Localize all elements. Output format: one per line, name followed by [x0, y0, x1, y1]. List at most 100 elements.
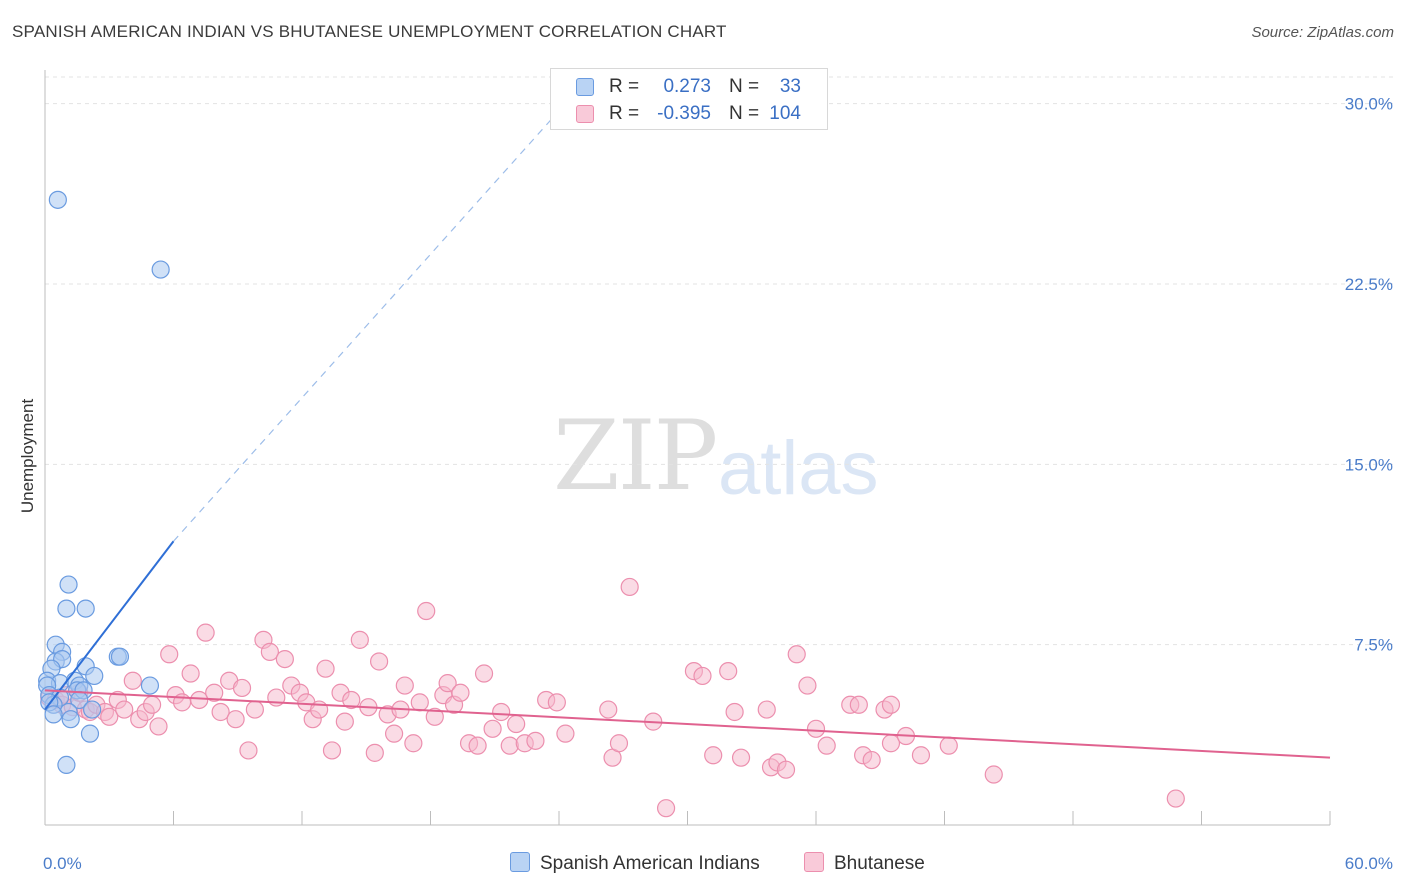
bhutanese-point: [492, 702, 511, 722]
spanish-american-indians-point: [48, 190, 67, 209]
bhutanese-point: [620, 577, 639, 597]
bhutanese-point: [160, 645, 179, 664]
bhutanese-point: [417, 601, 436, 621]
bhutanese-point: [599, 700, 618, 719]
bhutanese-point: [123, 671, 142, 690]
r-value: 0.273: [663, 76, 711, 97]
bhutanese-point: [862, 750, 881, 770]
spanish-american-indians-point: [80, 724, 100, 743]
bhutanese-point: [881, 695, 901, 714]
bhutanese-point: [451, 683, 470, 702]
bhutanese-point: [483, 719, 502, 738]
y-tick-label: 30.0%: [1345, 95, 1393, 114]
spanish-american-indians-point: [85, 666, 104, 686]
spanish-american-indians-point: [110, 647, 130, 666]
x-tick-label: 0.0%: [43, 854, 82, 873]
bhutanese-point: [404, 734, 423, 753]
r-label: R =: [609, 103, 640, 124]
n-label: N =: [729, 103, 760, 124]
tick-labels: 7.5% 15.0% 22.5% 30.0% 0.0% 60.0%: [43, 95, 1393, 873]
bhutanese-point: [798, 676, 817, 695]
spanish-american-indians-trend-extension: [173, 98, 571, 542]
pink-swatch: [576, 105, 594, 123]
bhutanese-point: [142, 695, 162, 714]
spanish-american-indians-point: [59, 575, 78, 594]
spanish-american-indians-points: [38, 190, 170, 774]
bhutanese-point: [556, 724, 575, 743]
r-label: R =: [609, 76, 640, 97]
bhutanese-point: [350, 630, 369, 649]
bhutanese-point: [881, 734, 901, 753]
bhutanese-point: [245, 700, 264, 719]
bhutanese-point: [438, 674, 457, 693]
bhutanese-point: [395, 676, 414, 695]
bhutanese-point: [609, 734, 629, 753]
bhutanese-point: [275, 649, 294, 669]
bhutanese-point: [731, 748, 751, 767]
series-label: Bhutanese: [834, 853, 925, 874]
legend-row-bhutanese: R = -0.395 N = 104: [551, 100, 827, 127]
bhutanese-point: [335, 712, 354, 731]
bhutanese-point: [526, 731, 545, 750]
bhutanese-point: [115, 700, 134, 719]
bhutanese-point: [410, 693, 429, 712]
bhutanese-point: [232, 678, 252, 698]
bhutanese-point: [211, 702, 230, 722]
trend-layer: [44, 98, 1331, 759]
bhutanese-point: [196, 623, 215, 642]
bhutanese-point: [260, 642, 279, 661]
blue-swatch: [576, 78, 594, 96]
bhutanese-point: [806, 719, 826, 738]
spanish-american-indians-point: [57, 599, 76, 618]
spanish-american-indians-point: [57, 755, 76, 774]
spanish-american-indians-point: [44, 705, 63, 724]
spanish-american-indians-trend-line: [44, 540, 175, 711]
bhutanese-point: [316, 659, 335, 678]
bhutanese-point: [370, 652, 389, 671]
bhutanese-point: [190, 690, 209, 710]
spanish-american-indians-point: [83, 700, 102, 719]
bhutanese-point: [704, 746, 723, 765]
bhutanese-point: [507, 714, 526, 734]
bhutanese-point: [384, 724, 404, 743]
bhutanese-point: [849, 695, 868, 714]
bhutanese-point: [239, 741, 258, 760]
y-tick-label: 7.5%: [1354, 636, 1393, 655]
n-label: N =: [729, 76, 760, 97]
spanish-american-indians-point: [76, 599, 95, 618]
n-value: 104: [769, 103, 801, 124]
bottom-legend-bhutanese: Bhutanese: [804, 852, 925, 875]
bhutanese-point: [693, 666, 712, 686]
r-value: -0.395: [657, 103, 711, 124]
bhutanese-point: [984, 765, 1003, 784]
blue-swatch: [510, 852, 530, 872]
bhutanese-point: [500, 736, 519, 755]
bhutanese-point: [776, 760, 796, 779]
pink-swatch: [804, 852, 824, 872]
spanish-american-indians-point: [140, 676, 160, 695]
correlation-legend: R = 0.273 N = 33 R = -0.395 N = 104: [550, 68, 828, 130]
bhutanese-point: [547, 693, 566, 712]
bhutanese-point: [205, 683, 224, 702]
bhutanese-point: [656, 799, 676, 818]
bhutanese-points: [40, 577, 1185, 818]
n-value: 33: [779, 76, 801, 97]
bhutanese-point: [757, 700, 776, 719]
spanish-american-indians-point: [61, 710, 80, 729]
bhutanese-point: [365, 743, 384, 762]
spanish-american-indians-point: [151, 260, 170, 279]
bhutanese-point: [725, 702, 744, 722]
bhutanese-point: [474, 664, 494, 683]
watermark-zip: ZIP: [553, 400, 718, 512]
chart-title: SPANISH AMERICAN INDIAN VS BHUTANESE UNE…: [12, 22, 727, 41]
y-tick-label: 22.5%: [1345, 275, 1393, 294]
bhutanese-point: [787, 645, 806, 664]
bhutanese-point: [342, 690, 361, 710]
bhutanese-point: [181, 664, 200, 683]
bottom-legend-spanish-american-indians: Spanish American Indians: [510, 852, 760, 875]
grid-layer: [45, 76, 1395, 646]
bhutanese-point: [468, 736, 487, 755]
series-label: Spanish American Indians: [540, 853, 760, 874]
bhutanese-point: [939, 736, 958, 755]
